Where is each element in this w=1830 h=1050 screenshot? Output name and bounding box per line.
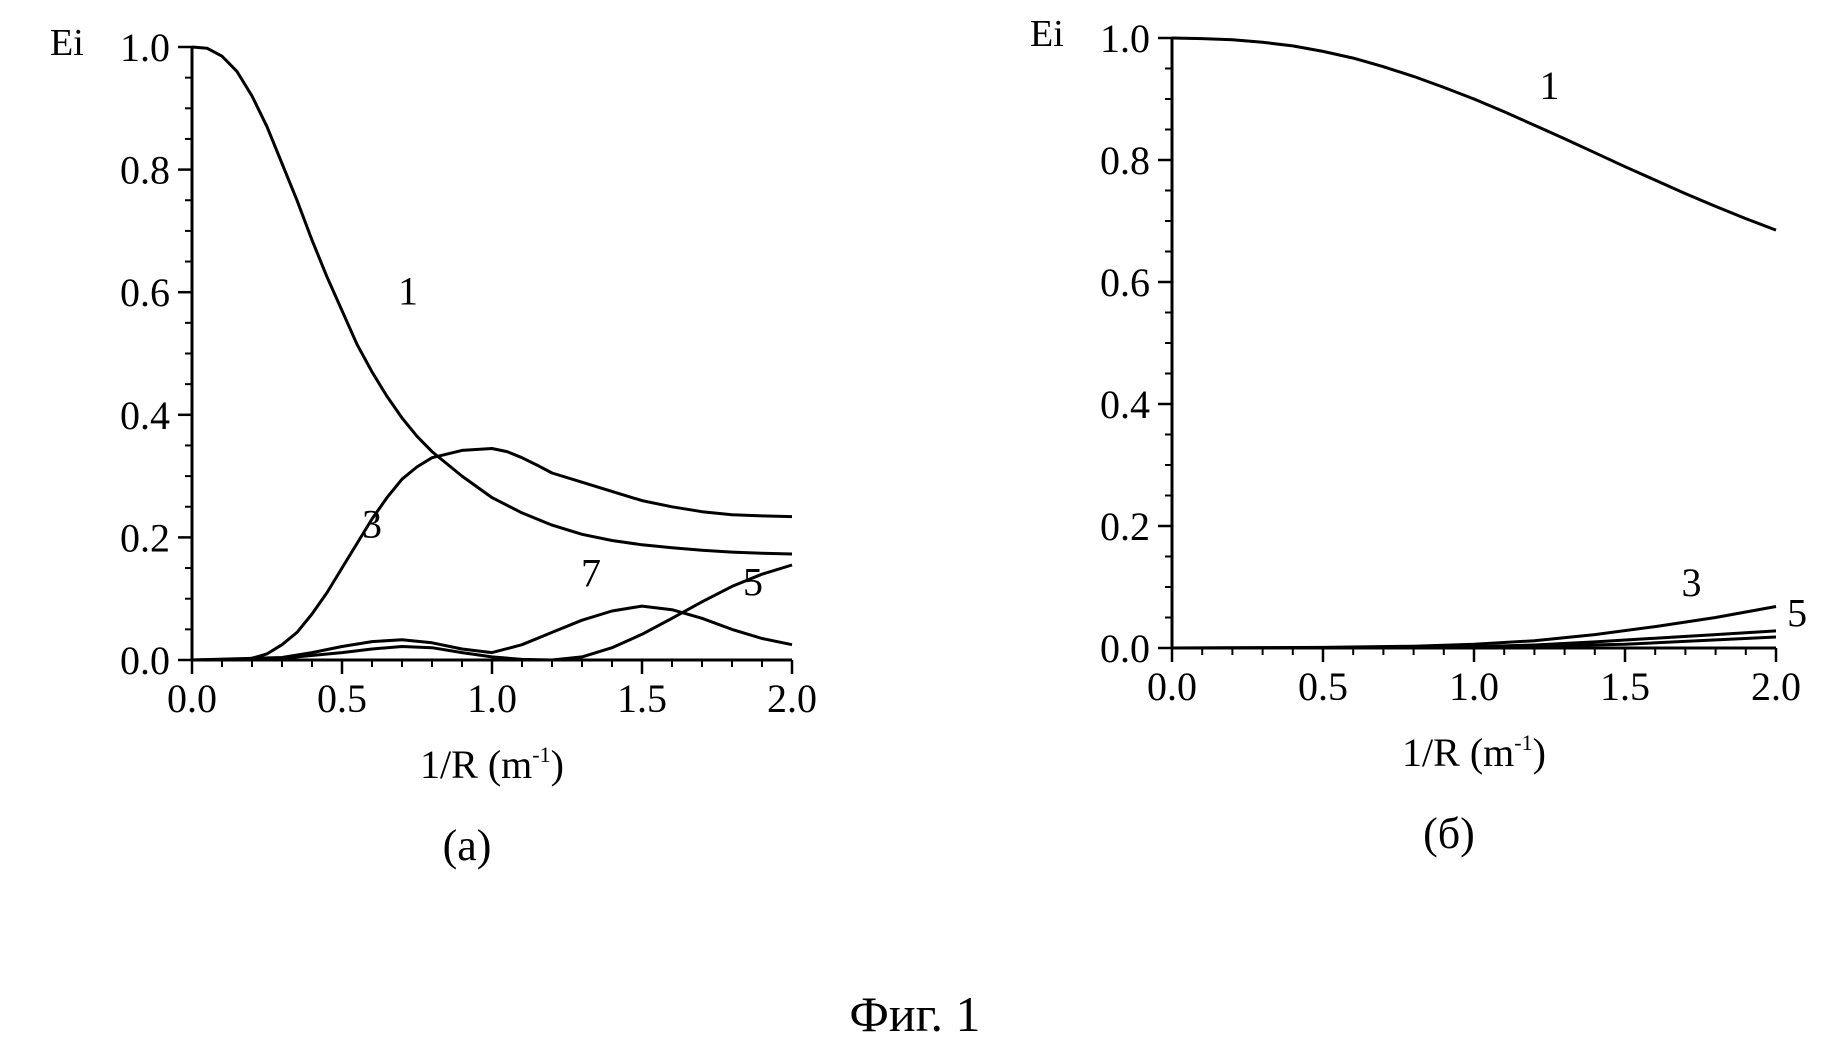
series-label: 7 [581,550,601,595]
x-tick-label: 1.5 [617,676,667,721]
series-label: 1 [398,268,418,313]
x-tick-label: 0.5 [1298,664,1348,709]
y-tick-label: 0.4 [120,393,170,438]
series-line [1172,631,1776,648]
panel-label: (б) [1423,809,1475,858]
y-tick-label: 0.4 [1100,382,1150,427]
series-line [192,47,792,554]
y-tick-label: 0.8 [120,148,170,193]
x-tick-label: 1.5 [1600,664,1650,709]
y-axis-label: Ei [50,22,84,64]
x-axis-label: 1/R (m-1) [420,742,564,787]
x-tick-label: 2.0 [1751,664,1801,709]
y-tick-label: 0.8 [1100,138,1150,183]
figure-caption: Фиг. 1 [0,985,1830,1043]
series-label: 3 [1681,560,1701,605]
y-tick-label: 0.0 [1100,626,1150,671]
y-tick-label: 0.6 [120,270,170,315]
series-line [192,606,792,660]
x-tick-label: 1.0 [1449,664,1499,709]
x-axis-label: 1/R (m-1) [1402,730,1546,775]
x-tick-label: 0.0 [167,676,217,721]
series-line [1172,38,1776,230]
y-tick-label: 0.2 [1100,504,1150,549]
y-tick-label: 0.0 [120,638,170,683]
y-tick-label: 1.0 [1100,16,1150,61]
y-tick-label: 0.2 [120,515,170,560]
series-line [192,449,792,661]
y-tick-label: 1.0 [120,25,170,70]
y-tick-label: 0.6 [1100,260,1150,305]
series-line [1172,637,1776,648]
x-tick-label: 0.0 [1147,664,1197,709]
chart-panel-2: 0.0 0.5 1.0 1.5 2.0 0.0 0.2 0.4 0.6 0.8 1.0 Ei 1/R (… [1030,13,1807,858]
series-label: 3 [362,501,382,546]
series-label: 1 [1540,63,1560,108]
series-label: 5 [743,560,763,605]
y-axis-label: Ei [1030,13,1064,55]
panel-label: (a) [443,821,492,870]
series-label: 5 [1787,591,1807,636]
chart-panel-1: 0.0 0.5 1.0 1.5 2.0 0.0 0.2 0.4 0.6 0.8 1.0 Ei 1/R (… [50,22,817,870]
x-tick-label: 2.0 [767,676,817,721]
x-tick-label: 1.0 [467,676,517,721]
x-tick-label: 0.5 [317,676,367,721]
